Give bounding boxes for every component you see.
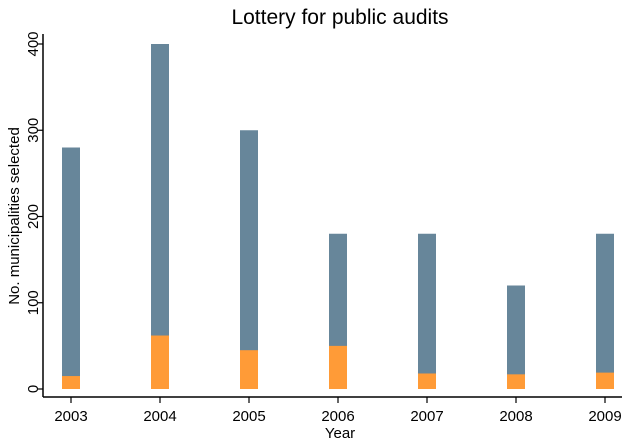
bar-2009-series-2 — [596, 372, 614, 389]
x-tick-label-2008: 2008 — [499, 408, 532, 425]
x-tick-label-2006: 2006 — [321, 408, 354, 425]
bar-2009-series-1 — [596, 233, 614, 389]
bar-2007-series-2 — [418, 373, 436, 389]
x-axis-label: Year — [325, 425, 355, 441]
x-axis: 2003 2004 2005 2006 2007 2008 2009 — [43, 396, 622, 425]
bar-2004-series-2 — [151, 335, 169, 389]
y-tick-label-300: 300 — [25, 118, 42, 143]
y-axis-label: No. municipalities selected — [6, 127, 23, 305]
y-axis: 0 100 200 300 400 — [25, 31, 44, 397]
bar-2006-series-2 — [329, 345, 347, 390]
y-tick-label-100: 100 — [25, 290, 42, 315]
x-tick-label-2009: 2009 — [588, 408, 621, 425]
x-tick-label-2003: 2003 — [54, 408, 87, 425]
y-tick-label-0: 0 — [25, 385, 42, 393]
bar-2003-series-1 — [62, 147, 80, 389]
x-tick-label-2005: 2005 — [232, 408, 265, 425]
bar-2004-series-1 — [151, 44, 169, 389]
y-tick-label-200: 200 — [25, 204, 42, 229]
x-tick-label-2007: 2007 — [410, 408, 443, 425]
y-tick-label-400: 400 — [25, 31, 42, 56]
bar-2003-series-2 — [62, 376, 80, 389]
bar-2005-series-1 — [240, 130, 258, 389]
bars — [62, 44, 614, 390]
bar-2007-series-1 — [418, 233, 436, 389]
chart-title: Lottery for public audits — [231, 6, 448, 29]
x-tick-label-2004: 2004 — [143, 408, 176, 425]
bar-2005-series-2 — [240, 350, 258, 389]
bar-2008-series-2 — [507, 374, 525, 389]
bar-2008-series-1 — [507, 285, 525, 389]
